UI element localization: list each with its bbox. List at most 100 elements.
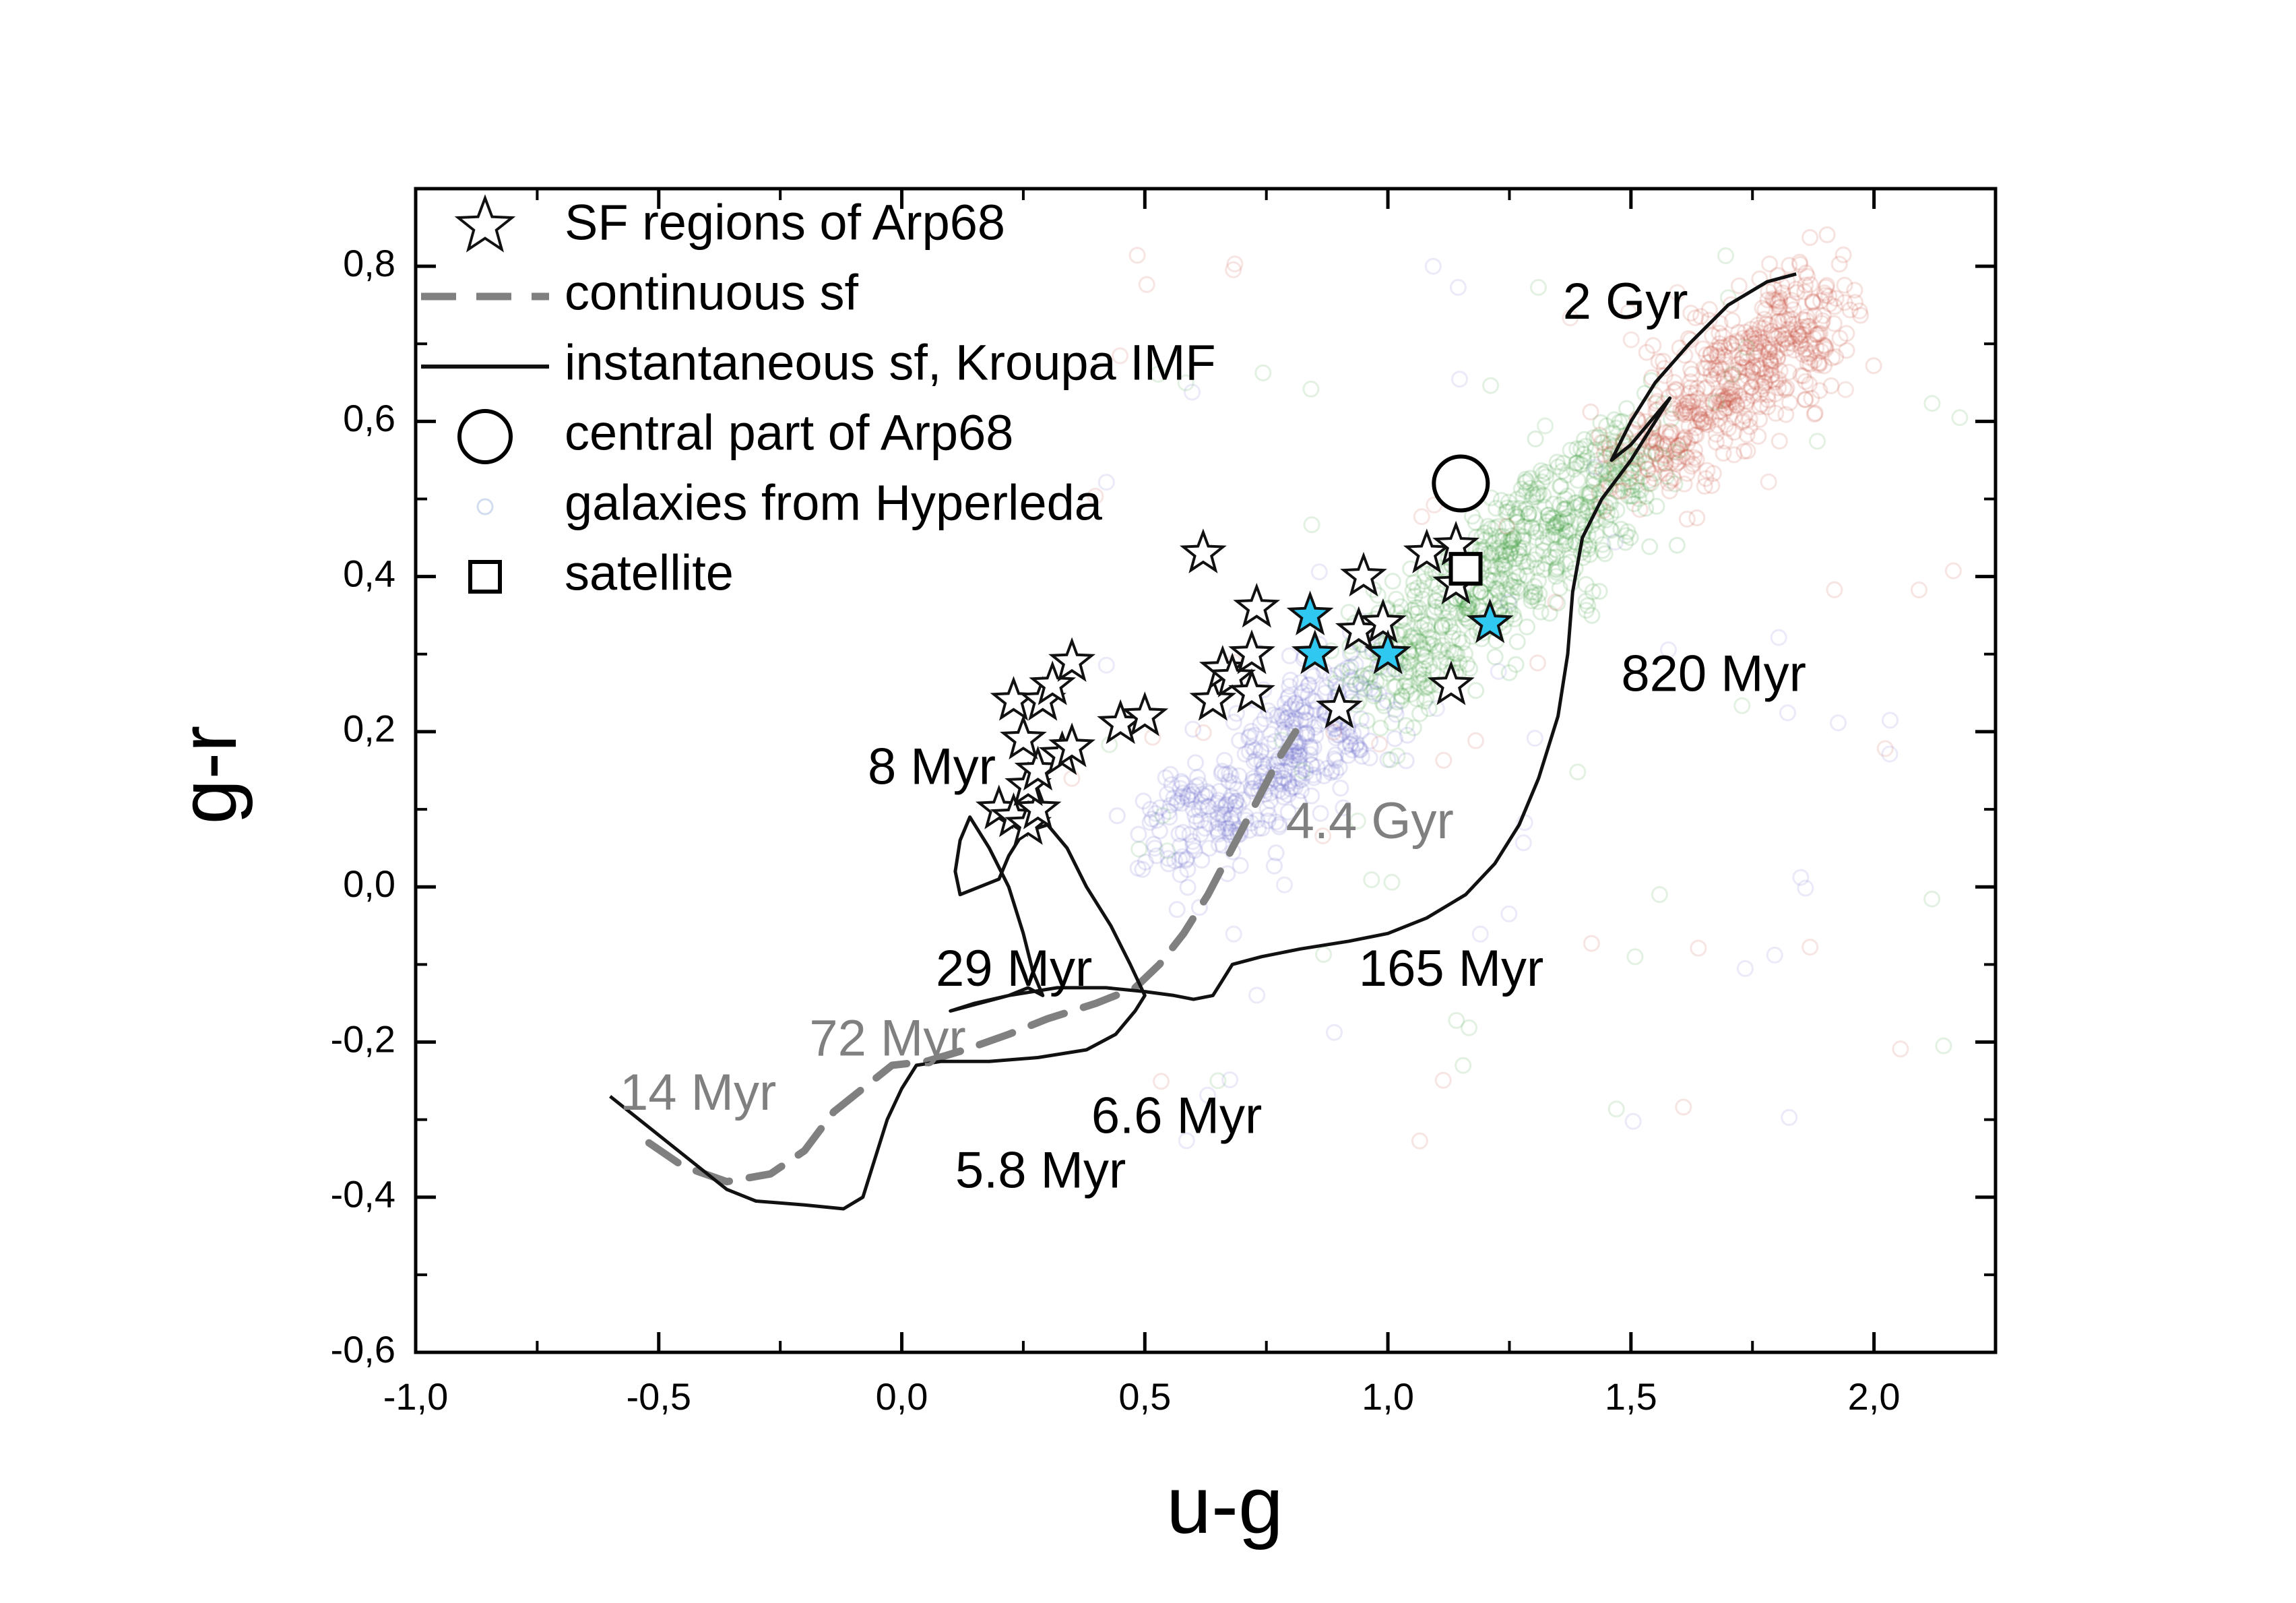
hyperleda-galaxy-point (1597, 439, 1614, 457)
hyperleda-galaxy-point (1444, 623, 1462, 641)
hyperleda-galaxy-point (1502, 577, 1520, 594)
hyperleda-galaxy-point (1271, 772, 1289, 790)
hyperleda-galaxy-point (1341, 728, 1359, 745)
hyperleda-galaxy-point (1255, 757, 1273, 775)
hyperleda-galaxy-point (1694, 340, 1712, 358)
hyperleda-galaxy-point (1711, 324, 1728, 342)
hyperleda-galaxy-point (1275, 713, 1293, 730)
hyperleda-galaxy-point (1401, 678, 1419, 695)
hyperleda-galaxy-point (1632, 482, 1649, 499)
hyperleda-galaxy-point (1648, 433, 1665, 450)
hyperleda-galaxy-point (1700, 408, 1717, 425)
hyperleda-galaxy-point (1788, 284, 1806, 301)
hyperleda-galaxy-point (1504, 500, 1522, 517)
hyperleda-galaxy-point (1669, 444, 1686, 462)
hyperleda-galaxy-point (1434, 619, 1451, 637)
hyperleda-galaxy-point (1461, 1019, 1477, 1036)
hyperleda-galaxy-point (1645, 337, 1662, 354)
hyperleda-galaxy-point (1698, 379, 1715, 396)
hyperleda-galaxy-point (1290, 755, 1308, 772)
hyperleda-galaxy-point (1409, 604, 1426, 622)
hyperleda-galaxy-point (1382, 751, 1399, 769)
hyperleda-galaxy-point (1599, 503, 1616, 521)
hyperleda-galaxy-point (1383, 714, 1401, 732)
hyperleda-galaxy-point (1182, 791, 1200, 809)
hyperleda-galaxy-point (1517, 470, 1534, 488)
hyperleda-galaxy-point (1535, 561, 1553, 578)
hyperleda-galaxy-point (1637, 488, 1655, 505)
hyperleda-galaxy-point (1660, 428, 1678, 445)
hyperleda-galaxy-point (1676, 397, 1693, 414)
hyperleda-galaxy-point (1291, 747, 1308, 764)
hyperleda-galaxy-point (1215, 806, 1233, 823)
hyperleda-galaxy-point (1583, 935, 1600, 952)
hyperleda-galaxy-point (1467, 682, 1485, 699)
hyperleda-galaxy-point (1665, 443, 1682, 461)
hyperleda-galaxy-point (1307, 727, 1325, 744)
hyperleda-galaxy-point (1178, 850, 1195, 868)
hyperleda-galaxy-point (1143, 811, 1161, 827)
hyperleda-galaxy-point (1611, 414, 1628, 431)
y-tick-label: -0,6 (331, 1328, 396, 1371)
hyperleda-galaxy-point (1539, 506, 1557, 524)
hyperleda-galaxy-point (1545, 517, 1562, 534)
hyperleda-galaxy-point (1587, 441, 1604, 459)
sf-region-star (1427, 660, 1475, 705)
hyperleda-galaxy-point (1445, 643, 1463, 661)
hyperleda-galaxy-point (1421, 657, 1438, 674)
hyperleda-galaxy-point (1631, 501, 1649, 518)
hyperleda-galaxy-point (1401, 633, 1418, 650)
hyperleda-galaxy-point (1556, 490, 1574, 507)
hyperleda-galaxy-point (1653, 439, 1669, 457)
hyperleda-galaxy-point (1607, 1100, 1625, 1118)
hyperleda-galaxy-point (1558, 511, 1576, 529)
hyperleda-galaxy-point (1743, 378, 1760, 396)
hyperleda-galaxy-point (1787, 321, 1805, 338)
hyperleda-galaxy-point (1795, 326, 1812, 344)
hyperleda-galaxy-point (1517, 500, 1535, 517)
hyperleda-galaxy-point (1529, 593, 1547, 610)
hyperleda-galaxy-point (1645, 431, 1662, 449)
hyperleda-galaxy-point (1280, 687, 1298, 705)
hyperleda-galaxy-point (1678, 465, 1696, 482)
hyperleda-galaxy-point (1242, 722, 1260, 740)
hyperleda-galaxy-point (1638, 460, 1656, 478)
hyperleda-galaxy-point (1463, 595, 1481, 612)
hyperleda-galaxy-point (1817, 341, 1835, 358)
hyperleda-galaxy-point (1754, 381, 1771, 398)
hyperleda-galaxy-point (1682, 360, 1700, 378)
hyperleda-galaxy-point (1523, 518, 1541, 536)
hyperleda-galaxy-point (1622, 469, 1640, 486)
hyperleda-galaxy-point (1498, 520, 1516, 537)
hyperleda-galaxy-point (1817, 339, 1835, 356)
hyperleda-galaxy-point (1281, 678, 1298, 695)
hyperleda-galaxy-point (1585, 507, 1602, 525)
hyperleda-galaxy-point (1791, 338, 1809, 355)
hyperleda-galaxy-point (1362, 664, 1380, 682)
hyperleda-galaxy-point (1498, 581, 1515, 598)
hyperleda-galaxy-point (1494, 528, 1512, 545)
hyperleda-galaxy-point (1576, 431, 1593, 448)
hyperleda-galaxy-point (1762, 367, 1780, 384)
hyperleda-galaxy-point (1594, 542, 1612, 559)
hyperleda-galaxy-point (1786, 330, 1804, 348)
hyperleda-galaxy-point (1722, 389, 1740, 406)
hyperleda-galaxy-point (1782, 296, 1799, 313)
hyperleda-galaxy-point (1287, 695, 1304, 712)
hyperleda-galaxy-point (1135, 792, 1152, 810)
hyperleda-galaxy-point (1393, 692, 1410, 710)
hyperleda-galaxy-point (1624, 477, 1641, 495)
hyperleda-galaxy-point (1397, 717, 1415, 734)
hyperleda-galaxy-point (1816, 337, 1833, 354)
hyperleda-galaxy-point (1708, 362, 1725, 379)
hyperleda-galaxy-point (1371, 735, 1389, 753)
hyperleda-galaxy-point (1174, 823, 1192, 841)
hyperleda-galaxy-point (1717, 356, 1734, 373)
hyperleda-galaxy-point (1432, 653, 1449, 670)
hyperleda-galaxy-point (1366, 685, 1383, 702)
hyperleda-galaxy-point (1548, 453, 1566, 471)
hyperleda-galaxy-point (1246, 742, 1263, 759)
hyperleda-galaxy-point (1234, 791, 1252, 809)
hyperleda-galaxy-point (1673, 404, 1690, 422)
hyperleda-galaxy-point (1217, 796, 1235, 814)
